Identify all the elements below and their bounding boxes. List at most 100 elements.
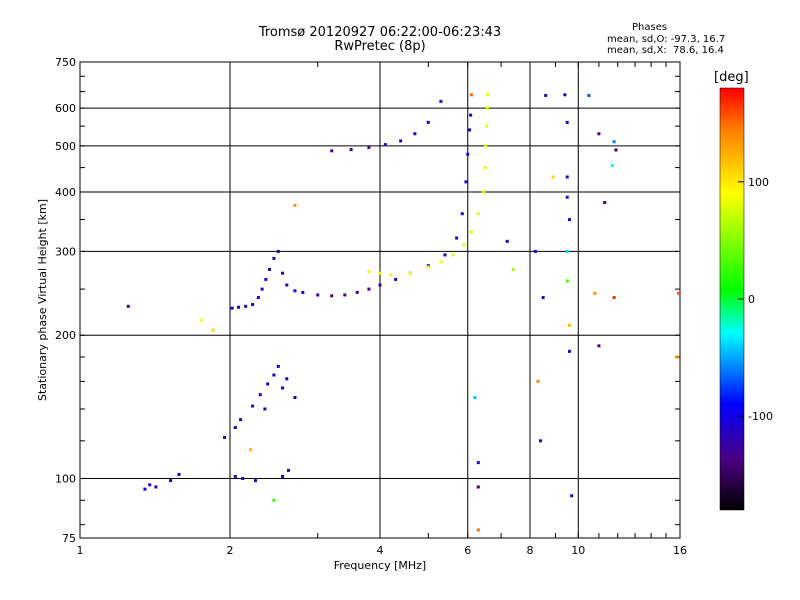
scatter-point: [567, 349, 571, 353]
trace-point: [330, 149, 334, 153]
scatter-point: [603, 201, 607, 205]
trace-point: [426, 120, 430, 124]
trace-point: [256, 296, 260, 300]
x-tick-label: 8: [527, 544, 534, 557]
scatter-point: [565, 195, 569, 199]
colorbar-unit: [deg]: [714, 70, 749, 85]
scatter-point: [293, 203, 297, 207]
trace-point: [460, 212, 464, 216]
trace-point: [143, 487, 147, 491]
trace-point: [281, 271, 285, 275]
scatter-point: [211, 328, 215, 332]
grid-lines: [80, 62, 680, 538]
trace-point: [154, 485, 158, 489]
x-tick-label: 4: [377, 544, 384, 557]
scatter-point: [249, 448, 253, 452]
scatter-point: [533, 249, 537, 253]
scatter-point: [570, 494, 574, 498]
scatter-point: [565, 279, 569, 283]
trace-point: [293, 289, 297, 293]
trace-point: [486, 93, 490, 97]
trace-point: [177, 472, 181, 476]
scatter-point: [597, 132, 601, 136]
scatter-point: [565, 175, 569, 179]
trace-point: [399, 139, 403, 143]
scatter-point: [593, 291, 597, 295]
trace-point: [260, 287, 264, 291]
scatter-point: [505, 239, 509, 243]
trace-point: [426, 265, 430, 269]
scatter-point: [199, 318, 203, 322]
colorbar-tick-label: 100: [748, 176, 769, 189]
y-tick-label: 750: [55, 56, 76, 69]
y-tick-label: 400: [55, 186, 76, 199]
trace-point: [258, 393, 262, 397]
trace-point: [484, 144, 488, 148]
x-tick-label: 10: [571, 544, 585, 557]
scatter-point: [567, 323, 571, 327]
trace-point: [389, 273, 393, 277]
y-tick-label: 300: [55, 245, 76, 258]
scatter-point: [476, 461, 480, 465]
scatter-point: [612, 140, 616, 144]
trace-point: [264, 277, 268, 281]
trace-point: [462, 243, 466, 247]
scatter-point: [272, 498, 276, 502]
stats-o-line: mean, sd,O: -97.3, 16.7: [607, 34, 726, 45]
scatter-point: [476, 485, 480, 489]
trace-point: [466, 152, 470, 156]
trace-point: [367, 145, 371, 149]
stats-x-line: mean, sd,X: 78.6, 16.4: [607, 45, 724, 56]
scatter-point: [677, 291, 681, 295]
trace-point: [281, 386, 285, 390]
data-points: [126, 93, 681, 532]
trace-point: [263, 407, 267, 411]
x-tick-label: 2: [227, 544, 234, 557]
trace-point: [233, 474, 237, 478]
scatter-point: [126, 304, 130, 308]
scatter-point: [536, 379, 540, 383]
trace-point: [485, 124, 489, 128]
colorbar-tick-label: -100: [748, 410, 773, 423]
trace-point: [223, 435, 227, 439]
trace-point: [367, 287, 371, 291]
trace-point: [293, 395, 297, 399]
trace-point: [251, 404, 255, 408]
y-axis-ticks: 75 100 200 300 400 500 600 750: [55, 56, 680, 545]
scatter-point: [565, 249, 569, 253]
trace-point: [455, 236, 459, 240]
y-tick-label: 200: [55, 329, 76, 342]
trace-point: [241, 477, 245, 481]
trace-point: [330, 294, 334, 298]
scatter-point: [612, 296, 616, 300]
trace-point: [481, 190, 485, 194]
trace-point: [276, 364, 280, 368]
scatter-point: [473, 395, 477, 399]
scatter-point: [541, 296, 545, 300]
scatter-point: [476, 528, 480, 532]
y-tick-label: 100: [55, 473, 76, 486]
trace-point: [394, 277, 398, 281]
trace-point: [266, 382, 270, 386]
scatter-point: [597, 344, 601, 348]
trace-point: [272, 373, 276, 377]
trace-point: [272, 256, 276, 260]
trace-point: [316, 293, 320, 297]
scatter-point: [614, 148, 618, 152]
chart-title: Tromsø 20120927 06:22:00-06:23:43: [258, 25, 502, 40]
trace-point: [367, 270, 371, 274]
trace-point: [285, 283, 289, 287]
trace-point: [378, 271, 382, 275]
scatter-point: [563, 93, 567, 97]
scatter-point: [587, 93, 591, 97]
trace-point: [244, 304, 248, 308]
y-tick-label: 500: [55, 140, 76, 153]
trace-point: [281, 474, 285, 478]
trace-point: [378, 283, 382, 287]
scatter-point: [610, 163, 614, 167]
trace-point: [413, 132, 417, 136]
trace-point: [439, 260, 443, 264]
trace-point: [285, 377, 289, 381]
trace-point: [251, 303, 255, 307]
trace-point: [469, 113, 473, 117]
